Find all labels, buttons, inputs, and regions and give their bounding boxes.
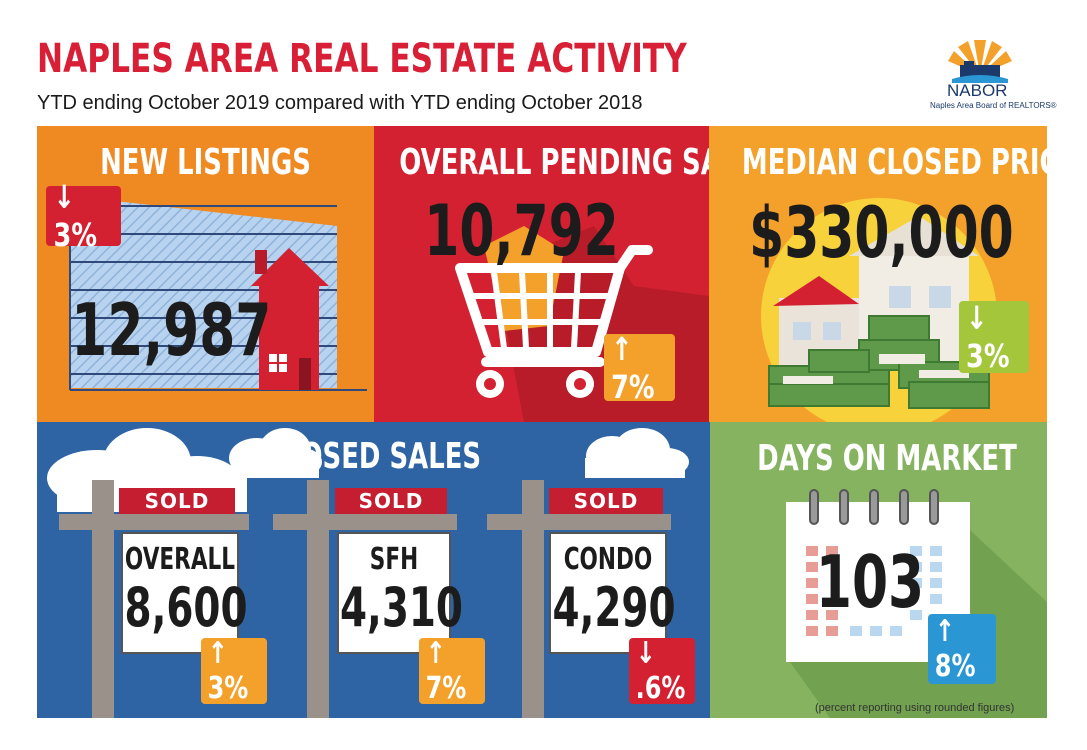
new-listings-panel: NEW LISTINGS 12,987 ↓3% (37, 126, 374, 422)
house-money-illustration (761, 198, 997, 422)
sun-logo-icon (948, 40, 1012, 83)
pending-sales-value: 10,792 (424, 190, 619, 272)
condo-change-badge: ↓.6% (629, 636, 695, 706)
condo-change: .6% (635, 671, 686, 706)
median-price-change-badge: ↓3% (959, 299, 1029, 375)
sfh-change-badge: ↑7% (419, 636, 485, 706)
median-price-change: 3% (966, 337, 1010, 375)
sold-banner: SOLD (119, 488, 235, 514)
house-icon (251, 248, 329, 390)
median-price-title: MEDIAN CLOSED PRICE (741, 142, 1047, 183)
page-title: NAPLES AREA REAL ESTATE ACTIVITY (37, 36, 687, 82)
days-on-market-change-badge: ↑8% (928, 614, 996, 684)
closed-sales-title: CLOSED SALES (265, 436, 482, 477)
days-on-market-change: 8% (934, 649, 976, 684)
arrow-up-icon: ↑ (611, 329, 633, 368)
arrow-down-icon: ↓ (966, 299, 988, 337)
new-listings-change-badge: ↓3% (46, 178, 121, 254)
new-listings-change: 3% (53, 216, 97, 254)
days-on-market-panel: DAYS ON MARKET 103 ↑8% (710, 422, 1047, 718)
pending-sales-title: OVERALL PENDING SALES (399, 142, 709, 183)
clouds-illustration (47, 428, 689, 718)
shopping-cart-icon (455, 226, 709, 422)
sold-banner: SOLD (549, 488, 663, 514)
logo-subtitle: Naples Area Board of REALTORS® (930, 101, 1057, 110)
overall-sign: OVERALL 8,600 (121, 532, 248, 654)
footnote: (percent reporting using rounded figures… (815, 702, 1015, 714)
pending-sales-panel: OVERALL PENDING SALES 10,792 ↑7% (374, 126, 709, 422)
listing-chart-illustration (69, 186, 367, 391)
pending-sales-change: 7% (611, 367, 655, 406)
overall-change: 3% (207, 671, 249, 706)
condo-label: CONDO (563, 542, 653, 577)
sfh-sign: SFH 4,310 (337, 532, 463, 654)
sfh-value: 4,310 (340, 576, 463, 639)
logo-name: NABOR (947, 81, 1008, 100)
condo-sign: CONDO 4,290 (549, 532, 676, 654)
closed-sales-panel: CLOSED SALES SOLD OVERALL 8,600 ↑3% SOLD… (37, 422, 710, 718)
arrow-up-icon: ↑ (207, 636, 228, 671)
arrow-down-icon: ↓ (53, 178, 75, 216)
condo-value: 4,290 (552, 576, 676, 639)
arrow-up-icon: ↑ (425, 636, 446, 671)
overall-label: OVERALL (124, 542, 236, 577)
days-on-market-title: DAYS ON MARKET (757, 438, 1017, 479)
median-price-panel: MEDIAN CLOSED PRICE $330,000 ↓3% (709, 126, 1047, 422)
sfh-label: SFH (369, 542, 419, 577)
arrow-up-icon: ↑ (934, 614, 955, 649)
sold-banner: SOLD (335, 488, 447, 514)
new-listings-title: NEW LISTINGS (100, 142, 311, 183)
arrow-down-icon: ↓ (635, 636, 656, 671)
new-listings-value: 12,987 (71, 288, 272, 372)
overall-change-badge: ↑3% (201, 636, 267, 706)
median-price-value: $330,000 (749, 192, 1014, 274)
pending-sales-change-badge: ↑7% (604, 330, 675, 406)
sfh-change: 7% (425, 671, 467, 706)
overall-value: 8,600 (124, 576, 248, 639)
days-on-market-value: 103 (815, 540, 925, 624)
page-subtitle: YTD ending October 2019 compared with YT… (37, 92, 643, 114)
nabor-logo: NABOR Naples Area Board of REALTORS® (930, 35, 1057, 115)
